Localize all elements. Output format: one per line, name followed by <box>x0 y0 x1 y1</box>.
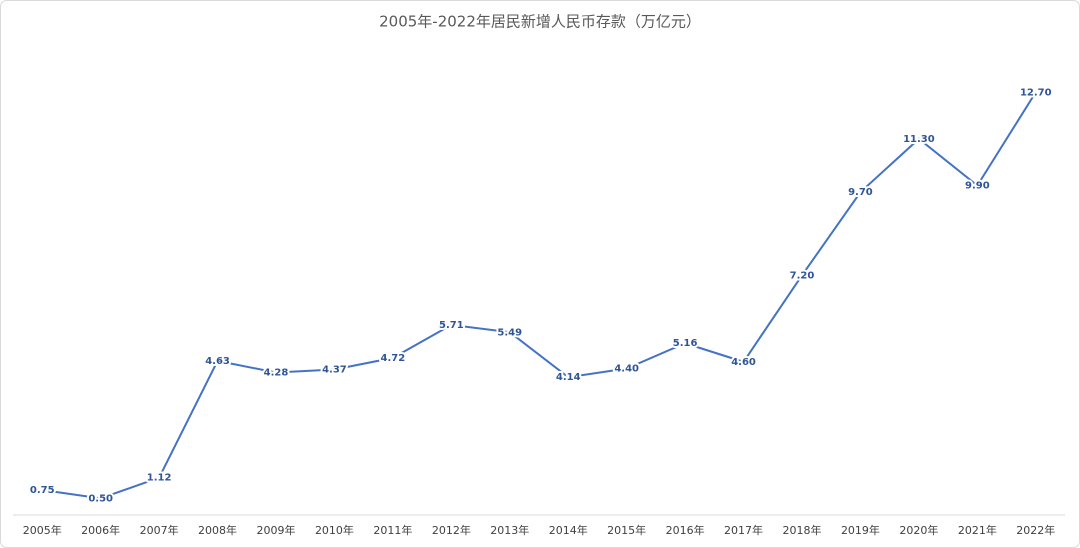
data-label: 4.60 <box>731 357 756 368</box>
data-label: 4.40 <box>614 364 639 375</box>
data-label: 9.70 <box>848 187 873 198</box>
x-tick-label: 2015年 <box>607 523 646 537</box>
data-label: 0.75 <box>30 485 55 496</box>
x-tick-label: 2010年 <box>315 523 354 537</box>
data-label: 4.14 <box>556 372 581 383</box>
data-line <box>42 91 1037 500</box>
data-label: 7.20 <box>790 270 815 281</box>
data-label: 5.71 <box>439 320 464 331</box>
x-tick-label: 2014年 <box>549 523 588 537</box>
data-label: 4.72 <box>381 353 406 364</box>
x-tick-label: 2011年 <box>373 523 412 537</box>
data-label: 1.12 <box>147 473 172 484</box>
data-label: 9.90 <box>965 180 990 191</box>
x-tick-label: 2009年 <box>257 523 296 537</box>
x-tick-label: 2006年 <box>81 523 120 537</box>
data-label: 4.63 <box>205 356 230 367</box>
chart-title: 2005年-2022年居民新增人民币存款（万亿元） <box>379 13 701 31</box>
data-label: 0.50 <box>88 493 113 504</box>
x-tick-label: 2007年 <box>140 523 179 537</box>
x-tick-label: 2013年 <box>490 523 529 537</box>
x-tick-label: 2008年 <box>198 523 237 537</box>
x-tick-label: 2020年 <box>899 523 938 537</box>
x-tick-label: 2018年 <box>783 523 822 537</box>
data-label: 5.49 <box>497 327 522 338</box>
data-label: 12.70 <box>1020 87 1052 98</box>
x-tick-label: 2016年 <box>666 523 705 537</box>
x-tick-label: 2017年 <box>724 523 763 537</box>
x-tick-label: 2021年 <box>958 523 997 537</box>
x-tick-label: 2019年 <box>841 523 880 537</box>
data-label: 11.30 <box>903 134 935 145</box>
x-tick-label: 2022年 <box>1016 523 1055 537</box>
data-label: 5.16 <box>673 338 698 349</box>
x-tick-label: 2005年 <box>23 523 62 537</box>
x-tick-label: 2012年 <box>432 523 471 537</box>
data-label: 4.37 <box>322 365 347 376</box>
data-label: 4.28 <box>264 368 289 379</box>
